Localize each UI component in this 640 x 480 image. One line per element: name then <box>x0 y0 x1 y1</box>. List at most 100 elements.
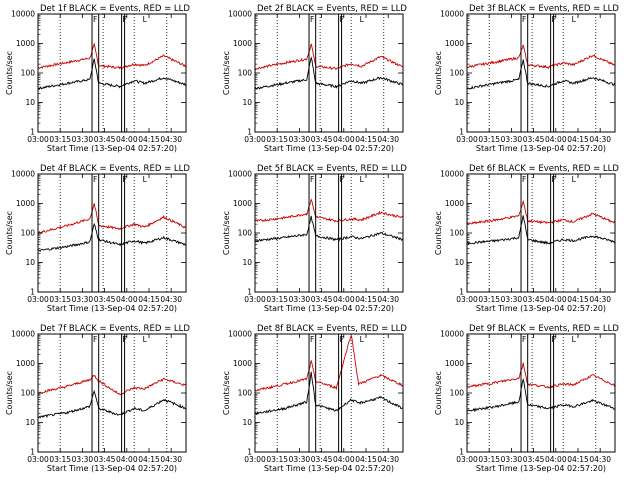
y-tick-label: 1 <box>30 448 35 457</box>
y-tick-label: 100 <box>450 69 465 78</box>
events-series-line <box>467 378 615 413</box>
lld-series-line <box>38 203 186 235</box>
x-tick-label: 03:30 <box>72 455 94 464</box>
x-tick-label: 03:15 <box>266 295 288 304</box>
lld-series-line <box>255 43 403 71</box>
y-tick-label: 100 <box>238 229 253 238</box>
x-tick-label: 04:30 <box>160 135 182 144</box>
x-axis-label: Start Time (13-Sep-04 02:57:20) <box>47 144 177 153</box>
marker-label-3: F <box>123 15 127 24</box>
marker-label-2: F <box>552 175 556 184</box>
panel-grid: F F F L Det 1f BLACK = Events, RED = LLD 03:0… <box>5 4 619 473</box>
x-axis-label: Start Time (13-Sep-04 02:57:20) <box>264 304 394 313</box>
marker-label-2: F <box>340 175 344 184</box>
x-tick-label: 03:45 <box>523 455 545 464</box>
marker-label-1: F <box>93 175 97 184</box>
plot-frame <box>254 13 404 133</box>
y-tick-label: 1000 <box>233 359 252 368</box>
x-tick-label: 03:30 <box>289 295 311 304</box>
x-tick-label: 03:15 <box>49 135 71 144</box>
y-tick-label: 10000 <box>440 170 464 179</box>
panel-title: Det 4f BLACK = Events, RED = LLD <box>40 164 190 174</box>
marker-label-2: F <box>123 335 127 344</box>
marker-label-3: F <box>340 175 344 184</box>
marker-label-2: F <box>340 15 344 24</box>
y-tick-label: 100 <box>21 69 36 78</box>
y-tick-label: 10 <box>25 258 35 267</box>
y-tick-label: 1000 <box>445 359 464 368</box>
x-axis-label: Start Time (13-Sep-04 02:57:20) <box>264 464 394 473</box>
y-axis-label: Counts/sec <box>222 211 231 255</box>
panel-title: Det 2f BLACK = Events, RED = LLD <box>257 4 407 14</box>
marker-label-4: L <box>360 335 365 344</box>
y-tick-label: 1 <box>247 128 252 137</box>
x-tick-label: 03:15 <box>478 455 500 464</box>
marker-label-1: F <box>310 15 314 24</box>
events-series-line <box>38 222 186 252</box>
y-tick-label: 10000 <box>228 10 252 19</box>
panel-title: Det 6f BLACK = Events, RED = LLD <box>469 164 619 174</box>
marker-label-2: F <box>123 15 127 24</box>
y-tick-label: 1000 <box>16 39 35 48</box>
marker-label-3: F <box>552 335 556 344</box>
events-series-line <box>38 58 186 91</box>
y-tick-label: 1 <box>247 288 252 297</box>
x-tick-label: 03:30 <box>289 455 311 464</box>
plot-frame <box>254 333 404 453</box>
marker-label-4: L <box>360 15 365 24</box>
x-tick-label: 03:45 <box>311 295 333 304</box>
x-tick-label: 03:45 <box>94 455 116 464</box>
x-tick-label: 04:30 <box>160 455 182 464</box>
marker-label-3: F <box>340 15 344 24</box>
x-tick-label: 03:15 <box>49 295 71 304</box>
x-tick-label: 04:00 <box>545 135 567 144</box>
y-tick-label: 1000 <box>16 199 35 208</box>
y-tick-label: 1000 <box>233 39 252 48</box>
x-tick-label: 03:00 <box>27 135 49 144</box>
x-tick-label: 03:45 <box>523 135 545 144</box>
x-tick-label: 03:00 <box>27 295 49 304</box>
events-series-line <box>255 371 403 416</box>
panel-title: Det 1f BLACK = Events, RED = LLD <box>40 4 190 14</box>
y-tick-label: 100 <box>450 229 465 238</box>
x-tick-label: 04:30 <box>377 295 399 304</box>
y-tick-label: 1 <box>459 448 464 457</box>
y-tick-label: 1000 <box>233 199 252 208</box>
lld-series-line <box>38 374 186 396</box>
x-tick-label: 03:00 <box>456 135 478 144</box>
x-tick-label: 04:15 <box>567 135 589 144</box>
x-tick-label: 03:15 <box>266 455 288 464</box>
marker-label-1: F <box>310 335 314 344</box>
plot-frame <box>466 333 616 453</box>
x-axis-label: Start Time (13-Sep-04 02:57:20) <box>47 304 177 313</box>
x-tick-label: 03:30 <box>72 295 94 304</box>
lld-series-line <box>255 335 403 392</box>
x-tick-label: 04:30 <box>377 135 399 144</box>
marker-label-4: L <box>360 175 365 184</box>
events-series-line <box>255 215 403 243</box>
y-tick-label: 10000 <box>440 10 464 19</box>
events-series-line <box>467 59 615 90</box>
marker-label-1: F <box>93 335 97 344</box>
x-tick-label: 03:45 <box>311 135 333 144</box>
x-tick-label: 04:15 <box>567 295 589 304</box>
x-tick-label: 03:15 <box>478 295 500 304</box>
marker-label-1: F <box>522 175 526 184</box>
plot-frame <box>37 173 187 293</box>
x-tick-label: 04:00 <box>545 295 567 304</box>
plot-frame <box>37 13 187 133</box>
x-tick-label: 04:15 <box>355 455 377 464</box>
marker-label-2: F <box>552 15 556 24</box>
y-tick-label: 10 <box>454 258 464 267</box>
x-tick-label: 03:30 <box>501 295 523 304</box>
x-tick-label: 03:00 <box>244 455 266 464</box>
x-tick-label: 03:30 <box>501 135 523 144</box>
marker-label-2: F <box>552 335 556 344</box>
plot-frame <box>466 173 616 293</box>
